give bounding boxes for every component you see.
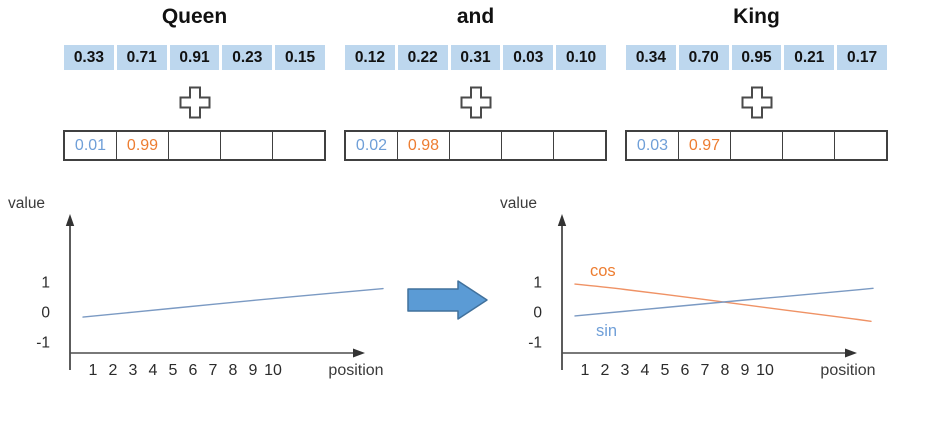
x-tick-label: 3 (621, 362, 630, 379)
transform-right-arrow-icon (407, 279, 491, 326)
embedding-cell: 0.31 (450, 45, 501, 70)
pe-cell (168, 132, 220, 159)
y-axis-title: value (500, 195, 537, 212)
y-tick-label: 1 (533, 275, 542, 292)
word-column-king: King 0.34 0.70 0.95 0.21 0.17 0.03 0.97 (625, 0, 888, 170)
x-tick-label: 8 (229, 362, 238, 379)
sin-cos-plot: value 1 0 -1 1 2 3 4 5 6 7 8 9 10 position cos sin (492, 188, 927, 398)
x-tick-label: 5 (661, 362, 670, 379)
pe-cell: 0.98 (397, 132, 449, 159)
embedding-cell: 0.70 (678, 45, 729, 70)
embedding-row: 0.12 0.22 0.31 0.03 0.10 (345, 45, 606, 70)
word-title: Queen (161, 5, 228, 28)
embedding-cell: 0.17 (837, 45, 887, 70)
x-tick-label: 2 (109, 362, 118, 379)
embedding-cell: 0.03 (503, 45, 554, 70)
pe-cell (782, 132, 834, 159)
y-tick-label: -1 (36, 335, 50, 352)
positional-encoding-row: 0.03 0.97 (625, 130, 888, 161)
series-line-sin (574, 287, 874, 317)
pe-cell (220, 132, 272, 159)
series-line-cos (574, 283, 872, 322)
x-tick-label: 1 (581, 362, 590, 379)
positional-encoding-row: 0.01 0.99 (63, 130, 326, 161)
embedding-cell: 0.23 (222, 45, 273, 70)
word-title: and (456, 5, 495, 28)
pe-cell (449, 132, 501, 159)
pe-cell (501, 132, 553, 159)
embedding-cell: 0.10 (556, 45, 606, 70)
embedding-cell: 0.34 (626, 45, 676, 70)
x-tick-label: 9 (249, 362, 258, 379)
y-tick-label: 1 (41, 275, 50, 292)
y-tick-label: 0 (41, 305, 50, 322)
word-title: King (733, 5, 780, 28)
embedding-cell: 0.15 (275, 45, 325, 70)
embedding-row: 0.33 0.71 0.91 0.23 0.15 (64, 45, 325, 70)
pe-cell (553, 132, 605, 159)
y-axis-arrowhead (65, 214, 75, 226)
y-tick-label: -1 (528, 335, 542, 352)
x-tick-label: 1 (89, 362, 98, 379)
x-tick-label: 6 (681, 362, 690, 379)
x-tick-label: 10 (756, 362, 774, 379)
x-axis-title: position (328, 362, 383, 379)
y-tick-label: 0 (533, 305, 542, 322)
x-tick-label: 7 (701, 362, 710, 379)
series-line-sin (82, 287, 384, 318)
pe-cell: 0.03 (636, 136, 669, 154)
plus-icon (625, 86, 888, 119)
x-axis-arrowhead (845, 348, 857, 358)
x-tick-label: 5 (169, 362, 178, 379)
x-tick-label: 2 (601, 362, 610, 379)
series-label-sin: sin (596, 322, 617, 340)
embedding-cell: 0.95 (731, 45, 782, 70)
embedding-cell: 0.22 (397, 45, 448, 70)
x-tick-label: 6 (189, 362, 198, 379)
pe-cell (272, 132, 324, 159)
embedding-cell: 0.21 (784, 45, 835, 70)
pe-cell: 0.97 (678, 132, 730, 159)
pe-cell: 0.01 (74, 136, 107, 154)
pe-cell (730, 132, 782, 159)
embedding-cell: 0.71 (116, 45, 167, 70)
x-tick-label: 3 (129, 362, 138, 379)
series-label-cos: cos (590, 262, 616, 280)
x-tick-label: 10 (264, 362, 282, 379)
x-tick-label: 4 (641, 362, 650, 379)
pe-cell (834, 132, 886, 159)
pe-cell: 0.02 (355, 136, 388, 154)
x-axis-arrowhead (353, 348, 365, 358)
embedding-cell: 0.12 (345, 45, 395, 70)
pe-cell: 0.99 (116, 132, 168, 159)
x-tick-label: 9 (741, 362, 750, 379)
x-tick-label: 7 (209, 362, 218, 379)
x-axis-title: position (820, 362, 875, 379)
embedding-cell: 0.91 (169, 45, 220, 70)
x-tick-label: 8 (721, 362, 730, 379)
word-column-queen: Queen 0.33 0.71 0.91 0.23 0.15 0.01 0.99 (63, 0, 326, 170)
plus-icon (344, 86, 607, 119)
y-axis-arrowhead (557, 214, 567, 226)
x-tick-label: 4 (149, 362, 158, 379)
word-column-and: and 0.12 0.22 0.31 0.03 0.10 0.02 0.98 (344, 0, 607, 170)
y-axis-title: value (8, 195, 45, 212)
sin-plot: value 1 0 -1 1 2 3 4 5 6 7 8 9 10 position (0, 188, 400, 398)
plus-icon (63, 86, 326, 119)
embedding-row: 0.34 0.70 0.95 0.21 0.17 (626, 45, 887, 70)
embedding-cell: 0.33 (64, 45, 114, 70)
positional-encoding-row: 0.02 0.98 (344, 130, 607, 161)
